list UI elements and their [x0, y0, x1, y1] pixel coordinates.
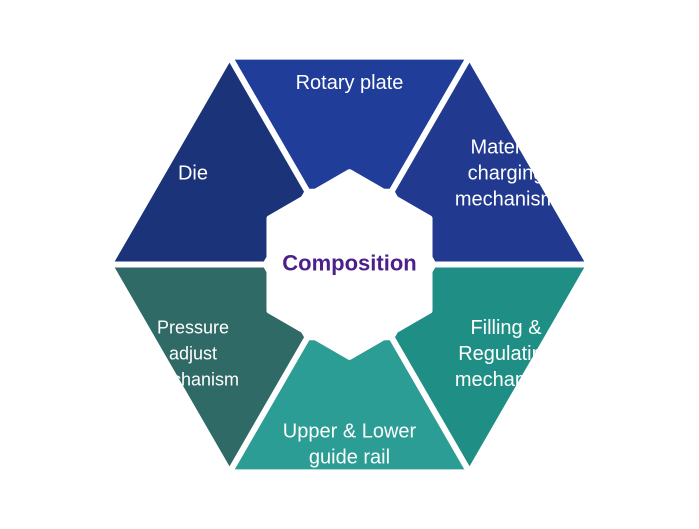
- segment-label-bottom-right: Filling &: [470, 317, 542, 339]
- segment-label-bottom-right: mechanism: [455, 369, 557, 391]
- segment-label-bottom-left: adjust: [169, 344, 217, 364]
- center-label: Composition: [282, 250, 416, 275]
- segment-label-top-right: mechanism: [455, 188, 557, 210]
- segment-label-top-right: charging: [468, 162, 545, 184]
- segment-label-top: Rotary plate: [296, 72, 404, 94]
- segment-label-bottom-left: mechanism: [147, 370, 239, 390]
- segment-label-top-right: Material: [470, 136, 541, 158]
- segment-label-bottom-left: Pressure: [157, 318, 229, 338]
- segment-label-bottom-right: Regulating: [458, 343, 554, 365]
- segment-label-bottom: Upper & Lower: [283, 421, 417, 443]
- segment-label-bottom: guide rail: [309, 447, 390, 469]
- segment-label-top-left: Die: [178, 162, 208, 184]
